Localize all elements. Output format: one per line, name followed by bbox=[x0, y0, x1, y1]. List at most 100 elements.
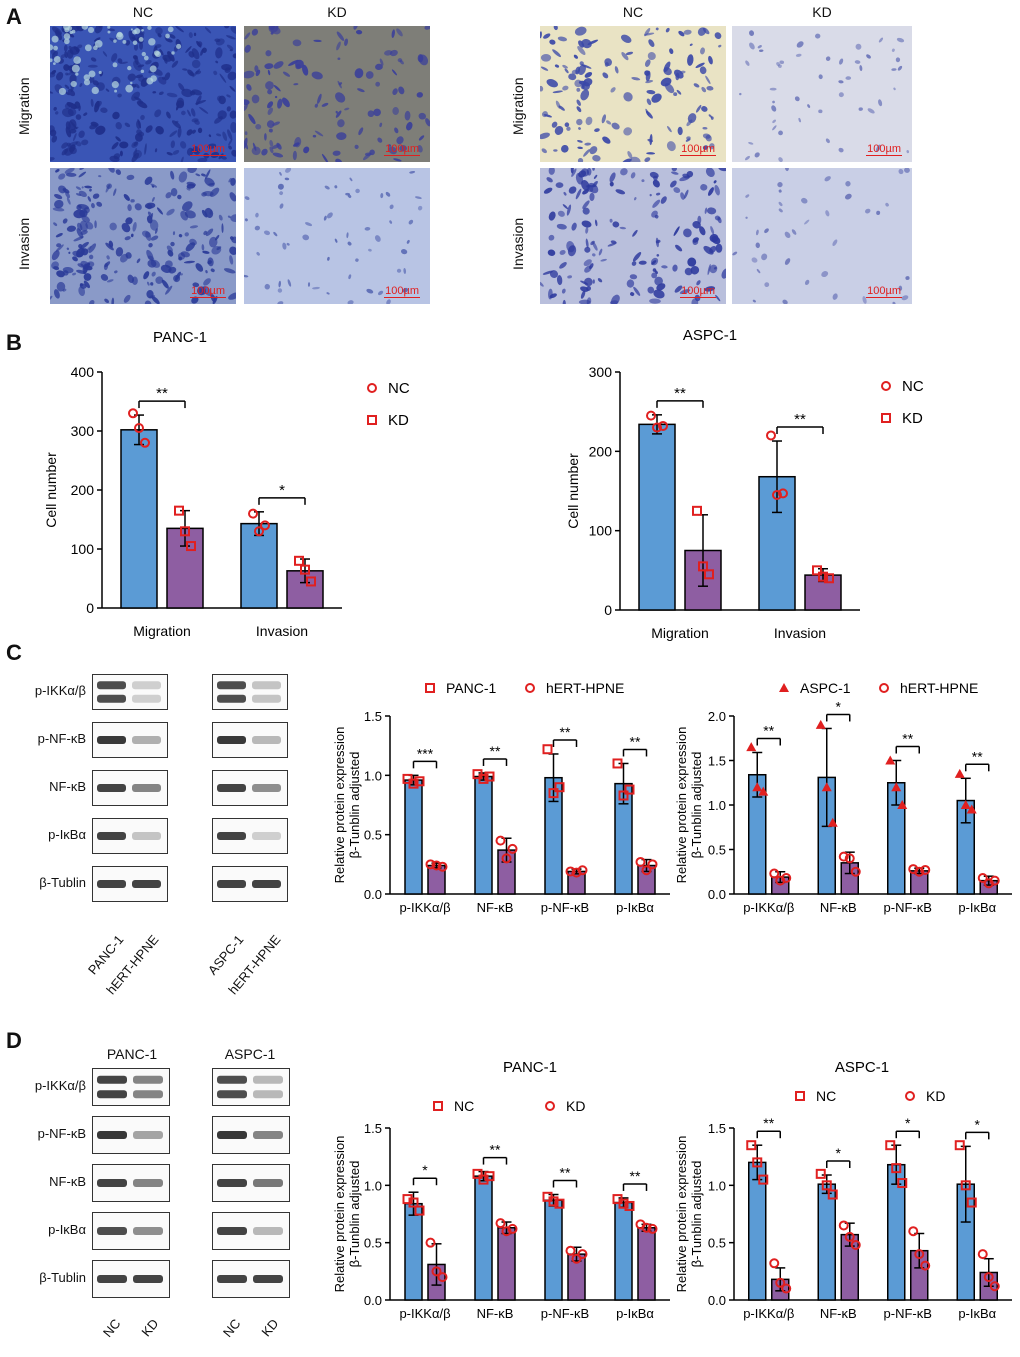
data-point bbox=[300, 564, 310, 575]
significance-label: * bbox=[905, 1115, 911, 1131]
x-tick-label: NF-κB bbox=[477, 900, 514, 915]
d-blot-band-box bbox=[92, 1260, 170, 1298]
data-point bbox=[781, 1283, 792, 1294]
d-blot-band-box bbox=[212, 1260, 290, 1298]
significance-label: * bbox=[279, 482, 285, 499]
x-tick-label: p-IκBα bbox=[616, 900, 654, 915]
data-point bbox=[844, 853, 855, 864]
x-tick-label: p-NF-κB bbox=[884, 1306, 932, 1321]
scale-bar-label: 100µm bbox=[866, 143, 902, 156]
panel-letter-b: B bbox=[6, 330, 22, 355]
data-point bbox=[824, 573, 834, 584]
x-tick-label: NF-κB bbox=[477, 1306, 514, 1321]
scale-bar-label: 100µm bbox=[190, 285, 226, 298]
significance-label: ** bbox=[972, 748, 983, 764]
d-blot-label: p-IKKα/β bbox=[34, 1078, 86, 1093]
significance-label: ** bbox=[156, 385, 168, 402]
c-blot-band-box bbox=[92, 770, 168, 806]
y-tick-label: 100 bbox=[589, 523, 613, 539]
micro-migration-kd-left: 100µm bbox=[244, 26, 430, 162]
significance-label: ** bbox=[794, 411, 806, 428]
data-point bbox=[838, 1220, 849, 1231]
legend-label: NC bbox=[454, 1098, 474, 1114]
x-tick-label: p-IκBα bbox=[958, 1306, 996, 1321]
c-blot-label: β-Tublin bbox=[39, 875, 86, 890]
data-point bbox=[425, 859, 436, 870]
y-tick-label: 0.0 bbox=[364, 887, 382, 902]
data-point bbox=[641, 1222, 652, 1233]
col-label-nc-left: NC bbox=[132, 4, 154, 20]
y-tick-label: 1.0 bbox=[364, 1178, 382, 1193]
data-point bbox=[920, 1260, 931, 1271]
data-point bbox=[908, 1226, 919, 1237]
blot-group-aspc1: ASPC-1 bbox=[224, 1046, 276, 1062]
data-point bbox=[484, 1171, 495, 1182]
d-blot-band-box bbox=[212, 1212, 290, 1250]
data-point bbox=[752, 782, 763, 792]
y-tick-label: 2.0 bbox=[708, 709, 726, 724]
y-tick-label: 0.5 bbox=[708, 1236, 726, 1251]
data-point bbox=[408, 1197, 419, 1208]
data-point bbox=[646, 410, 656, 421]
legend-label: KD bbox=[902, 410, 923, 427]
significance-label: * bbox=[422, 1162, 428, 1178]
legend-label: NC bbox=[902, 378, 924, 395]
x-tick-label: NF-κB bbox=[820, 1306, 857, 1321]
row-label-invasion-right: Invasion bbox=[510, 217, 526, 270]
legend-marker bbox=[433, 1101, 443, 1111]
data-point bbox=[565, 866, 576, 877]
y-tick-label: 0 bbox=[604, 602, 612, 618]
col-label-nc-right: NC bbox=[622, 4, 644, 20]
chart-plot-area: 0 100 200 300 ** Migration ** Invasion bbox=[589, 364, 860, 641]
data-point bbox=[827, 1189, 838, 1200]
data-point bbox=[478, 773, 489, 784]
data-point bbox=[624, 784, 635, 795]
panel-letter-a: A bbox=[6, 4, 22, 29]
data-point bbox=[186, 541, 196, 552]
data-point bbox=[554, 782, 565, 793]
chart-d-right: 0.0 0.5 1.0 1.5 ** p-IKKα/β * NF-κB * p-NF-κB * p-I… bbox=[672, 1052, 1017, 1357]
d-blot-band-box bbox=[212, 1116, 290, 1154]
data-point bbox=[827, 817, 838, 827]
significance-label: * bbox=[836, 698, 842, 714]
scale-bar-label: 100µm bbox=[680, 285, 716, 298]
y-tick-label: 0.5 bbox=[364, 1236, 382, 1251]
data-point bbox=[752, 1157, 763, 1168]
y-tick-label: 1.0 bbox=[708, 798, 726, 813]
legend-marker bbox=[879, 683, 889, 693]
x-tick-label: p-NF-κB bbox=[541, 900, 589, 915]
data-point bbox=[431, 860, 442, 871]
data-point bbox=[966, 1197, 977, 1208]
y-axis-label: β-Tunblin adjusted bbox=[689, 1161, 704, 1268]
chart-plot-area: 0.0 0.5 1.0 1.5 ** p-IKKα/β * NF-κB * p-NF-κB * p-I… bbox=[708, 1115, 1012, 1321]
data-point bbox=[769, 1258, 780, 1269]
data-point bbox=[897, 1178, 908, 1189]
data-point bbox=[437, 861, 448, 872]
y-axis-label: Relative protein expression bbox=[674, 727, 689, 884]
legend-marker bbox=[367, 415, 377, 425]
micro-invasion-kd-left: 100µm bbox=[244, 168, 430, 304]
panel-letter-c: C bbox=[6, 640, 22, 665]
chart-title: PANC-1 bbox=[153, 329, 207, 346]
chart-plot-area: 0 100 200 300 400 ** Migration * Invasion bbox=[71, 364, 342, 639]
x-tick-label: p-IKKα/β bbox=[399, 900, 450, 915]
data-point bbox=[766, 430, 776, 441]
legend: NC KD bbox=[881, 378, 924, 427]
bar bbox=[544, 1199, 563, 1301]
legend-marker bbox=[795, 1091, 805, 1101]
data-point bbox=[781, 872, 792, 883]
chart-plot-area: 0.0 0.5 1.0 1.5 * p-IKKα/β ** NF-κB ** p-NF-κB ** p… bbox=[364, 1121, 670, 1321]
data-point bbox=[989, 1281, 1000, 1292]
bar bbox=[817, 1183, 836, 1301]
data-point bbox=[612, 758, 623, 769]
data-point bbox=[571, 867, 582, 878]
data-point bbox=[624, 1200, 635, 1211]
data-point bbox=[891, 1163, 902, 1174]
data-point bbox=[507, 843, 518, 854]
significance-label: * bbox=[836, 1145, 842, 1161]
y-tick-label: 1.5 bbox=[708, 1121, 726, 1136]
y-tick-label: 0.5 bbox=[708, 843, 726, 858]
micro-migration-kd-right: 100µm bbox=[732, 26, 912, 162]
y-tick-label: 1.0 bbox=[708, 1178, 726, 1193]
x-tick-label: Migration bbox=[651, 625, 709, 641]
